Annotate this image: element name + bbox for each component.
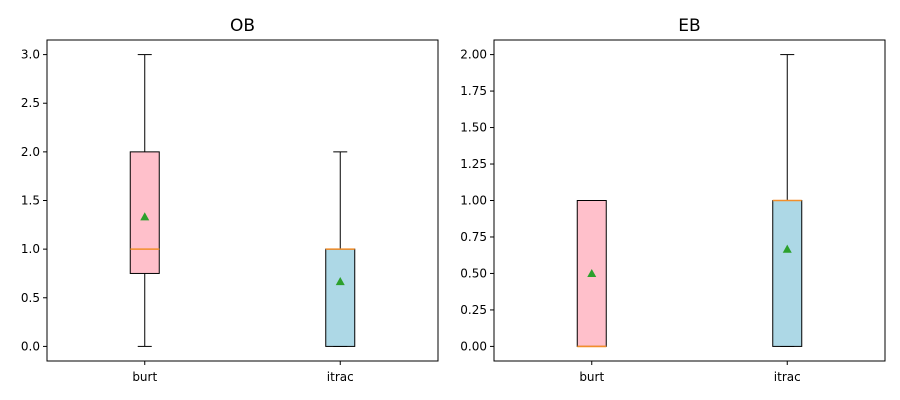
y-tick-label: 0.50	[460, 266, 487, 280]
x-tick-label: burt	[579, 370, 604, 384]
y-tick-label: 2.0	[21, 145, 40, 159]
chart-ob: OB 0.0 0.5 1.0 1.5 2.0 2.5 3.0 burt itrac	[21, 16, 439, 384]
mean-marker	[140, 212, 150, 221]
box-itrac	[325, 151, 356, 347]
chart-title: OB	[230, 16, 255, 36]
axes-frame	[493, 39, 886, 362]
y-tick-label: 2.00	[460, 48, 487, 62]
box-burt	[129, 54, 160, 347]
y-tick-label: 1.5	[21, 194, 40, 208]
y-tick-label: 1.75	[460, 84, 487, 98]
y-tick-label: 1.50	[460, 121, 487, 135]
iqr-box	[772, 200, 803, 347]
y-tick-label: 1.00	[460, 194, 487, 208]
y-tick-label: 3.0	[21, 48, 40, 62]
y-tick-label: 0.5	[21, 291, 40, 305]
y-tick-label: 0.25	[460, 303, 487, 317]
box-itrac	[772, 54, 803, 347]
iqr-box	[325, 248, 356, 347]
y-tick-label: 0.00	[460, 339, 487, 353]
y-tick-label: 0.0	[21, 339, 40, 353]
x-tick-label: itrac	[327, 370, 354, 384]
box-burt	[576, 200, 607, 348]
y-tick-label: 1.0	[21, 242, 40, 256]
mean-marker	[587, 268, 597, 278]
axes-frame	[46, 39, 439, 362]
chart-title: EB	[678, 16, 700, 36]
x-tick-label: itrac	[774, 370, 801, 384]
chart-eb: EB 0.00 0.25 0.50 0.75 1.00 1.25 1.50 1.75 2.00 bu…	[460, 16, 886, 384]
x-tick-label: burt	[132, 370, 157, 384]
mean-marker	[335, 277, 345, 286]
mean-marker	[782, 244, 792, 253]
y-tick-label: 1.25	[460, 157, 487, 171]
y-tick-label: 0.75	[460, 230, 487, 244]
y-tick-label: 2.5	[21, 96, 40, 110]
